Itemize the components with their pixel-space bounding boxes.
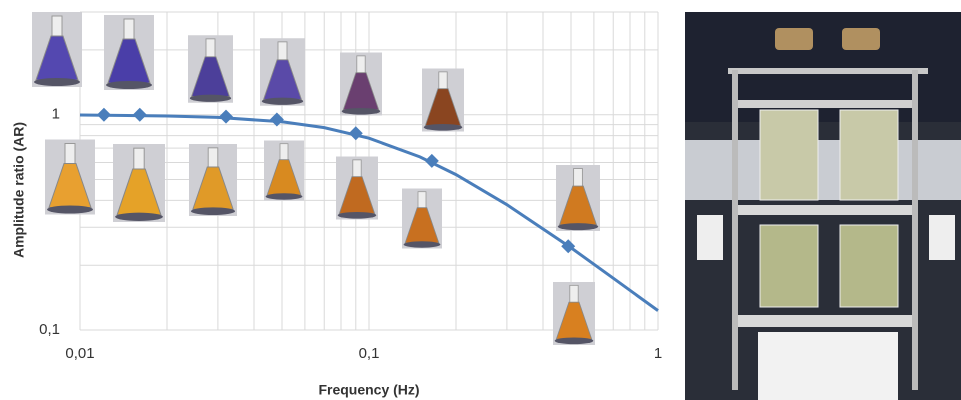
flask-photo [264, 141, 304, 201]
x-axis-title: Frequency (Hz) [318, 382, 419, 398]
flask-photo [260, 38, 305, 106]
flask-photo [336, 157, 378, 220]
flask-photo [104, 15, 154, 90]
flask-photo [402, 189, 442, 249]
figure: Amplitude ratio (AR) Frequency (Hz) 0,01… [0, 0, 961, 400]
flask-photo [45, 140, 95, 215]
flask-photo [422, 69, 464, 132]
flask-photo [188, 35, 233, 103]
x-tick-label: 0,1 [359, 345, 380, 362]
flask-photo [189, 144, 237, 216]
x-tick-label: 0,01 [65, 345, 94, 362]
flask-photo [553, 282, 595, 345]
flask-photo [113, 144, 165, 222]
y-tick-label: 1 [52, 106, 60, 123]
flask-photo [32, 12, 82, 87]
flask-photo [556, 165, 600, 231]
reactor-photo [685, 12, 961, 400]
y-tick-label: 0,1 [39, 321, 60, 338]
x-tick-label: 1 [654, 345, 662, 362]
flask-photo [340, 53, 382, 116]
y-axis-title: Amplitude ratio (AR) [11, 122, 27, 258]
flask-photos [32, 12, 600, 345]
